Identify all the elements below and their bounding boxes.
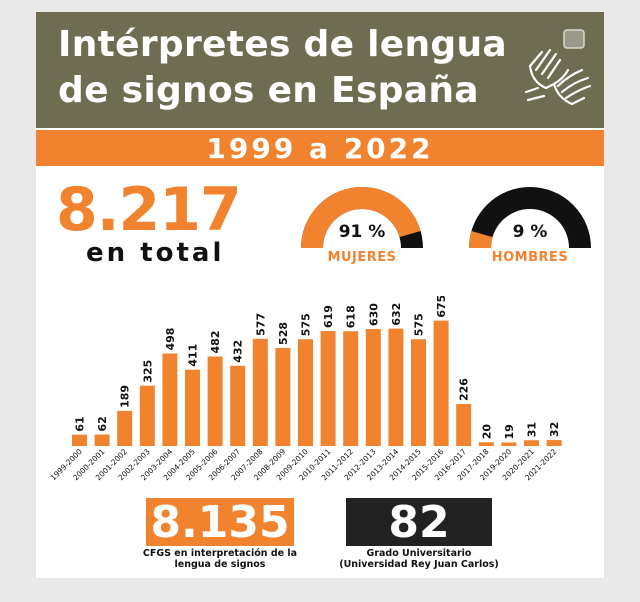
bar-2005-2006 <box>207 356 223 446</box>
total-label: en total <box>86 238 225 268</box>
university-value: 82 <box>388 496 450 548</box>
data-label: 325 <box>141 360 154 383</box>
bar-2013-2014 <box>388 328 404 446</box>
women-percent: 91 % <box>338 222 386 242</box>
data-label: 411 <box>187 344 200 367</box>
men-gauge: 9 % HOMBRES <box>468 186 592 270</box>
men-gauge-fill <box>469 230 493 249</box>
title-line-2: de signos en España <box>58 70 479 111</box>
header-banner: Intérpretes de lengua de signos en Españ… <box>36 12 604 128</box>
bar-2004-2005 <box>185 369 200 446</box>
period-band: 1999 a 2022 <box>36 130 604 166</box>
data-label: 189 <box>119 385 132 408</box>
bar-2020-2021 <box>524 440 539 446</box>
data-label: 630 <box>367 303 380 326</box>
cfgs-caption-line-1: CFGS en interpretación de la <box>142 548 298 559</box>
data-label: 619 <box>322 305 335 328</box>
bar-2001-2002 <box>117 410 133 446</box>
data-label: 62 <box>96 416 109 431</box>
bar-2012-2013 <box>365 329 381 446</box>
data-label: 31 <box>526 422 539 437</box>
bar-2003-2004 <box>162 353 178 446</box>
cfgs-stat-box: 8.135 <box>146 496 294 548</box>
data-label: 577 <box>254 313 267 336</box>
data-label: 632 <box>390 303 403 326</box>
bar-2021-2022 <box>546 440 562 446</box>
women-label: MUJERES <box>327 250 397 265</box>
period-label: 1999 a 2022 <box>206 131 434 165</box>
women-gauge: 91 % MUJERES <box>300 186 424 270</box>
page-title: Intérpretes de lengua de signos en Españ… <box>58 22 518 114</box>
data-label: 32 <box>548 422 561 437</box>
bar-2002-2003 <box>139 385 155 446</box>
sign-language-hands-icon <box>524 29 592 106</box>
men-label: HOMBRES <box>491 250 569 265</box>
data-label: 226 <box>458 378 471 401</box>
bar-2010-2011 <box>320 331 336 446</box>
cfgs-caption-line-2: lengua de signos <box>174 559 266 570</box>
university-caption-line-1: Grado Universitario <box>366 548 472 559</box>
bar-2015-2016 <box>433 320 449 446</box>
women-gauge-arc <box>301 187 423 249</box>
women-gauge-fill <box>301 187 421 249</box>
data-label: 61 <box>74 416 87 431</box>
data-label: 528 <box>277 322 290 345</box>
title-line-1: Intérpretes de lengua <box>58 24 508 65</box>
data-label: 19 <box>503 424 516 439</box>
cfgs-value: 8.135 <box>150 496 290 548</box>
bottom-strip <box>0 580 640 602</box>
bar-1999-2000 <box>72 434 87 446</box>
data-label: 575 <box>300 313 313 336</box>
bar-2016-2017 <box>456 404 472 446</box>
men-gauge-arc <box>469 187 591 249</box>
data-label: 675 <box>435 296 448 318</box>
data-label: 498 <box>164 328 177 351</box>
bar-2017-2018 <box>478 442 494 446</box>
bar-2000-2001 <box>94 434 110 446</box>
university-caption: Grado Universitario (Universidad Rey Jua… <box>332 548 506 570</box>
data-label: 482 <box>209 331 222 354</box>
university-caption-line-2: (Universidad Rey Juan Carlos) <box>339 559 499 570</box>
bar-2008-2009 <box>275 347 291 446</box>
infographic-card: Intérpretes de lengua de signos en Españ… <box>36 12 604 578</box>
bar-2011-2012 <box>343 331 359 446</box>
bar-2007-2008 <box>252 338 268 446</box>
bar-2014-2015 <box>411 339 426 446</box>
bar-2009-2010 <box>298 339 313 446</box>
bar-chart: 611999-2000622000-20011892001-2002325200… <box>49 296 562 482</box>
total-value: 8.217 <box>56 175 242 245</box>
cfgs-caption: CFGS en interpretación de la lengua de s… <box>136 548 304 570</box>
bar-2006-2007 <box>230 365 246 446</box>
data-label: 575 <box>413 313 426 336</box>
university-stat-box: 82 <box>346 496 492 548</box>
data-label: 618 <box>345 305 358 328</box>
bar-2019-2020 <box>501 442 517 446</box>
data-label: 432 <box>232 340 245 363</box>
data-label: 20 <box>480 424 493 440</box>
men-percent: 9 % <box>512 222 548 242</box>
men-gauge-track <box>469 187 591 249</box>
